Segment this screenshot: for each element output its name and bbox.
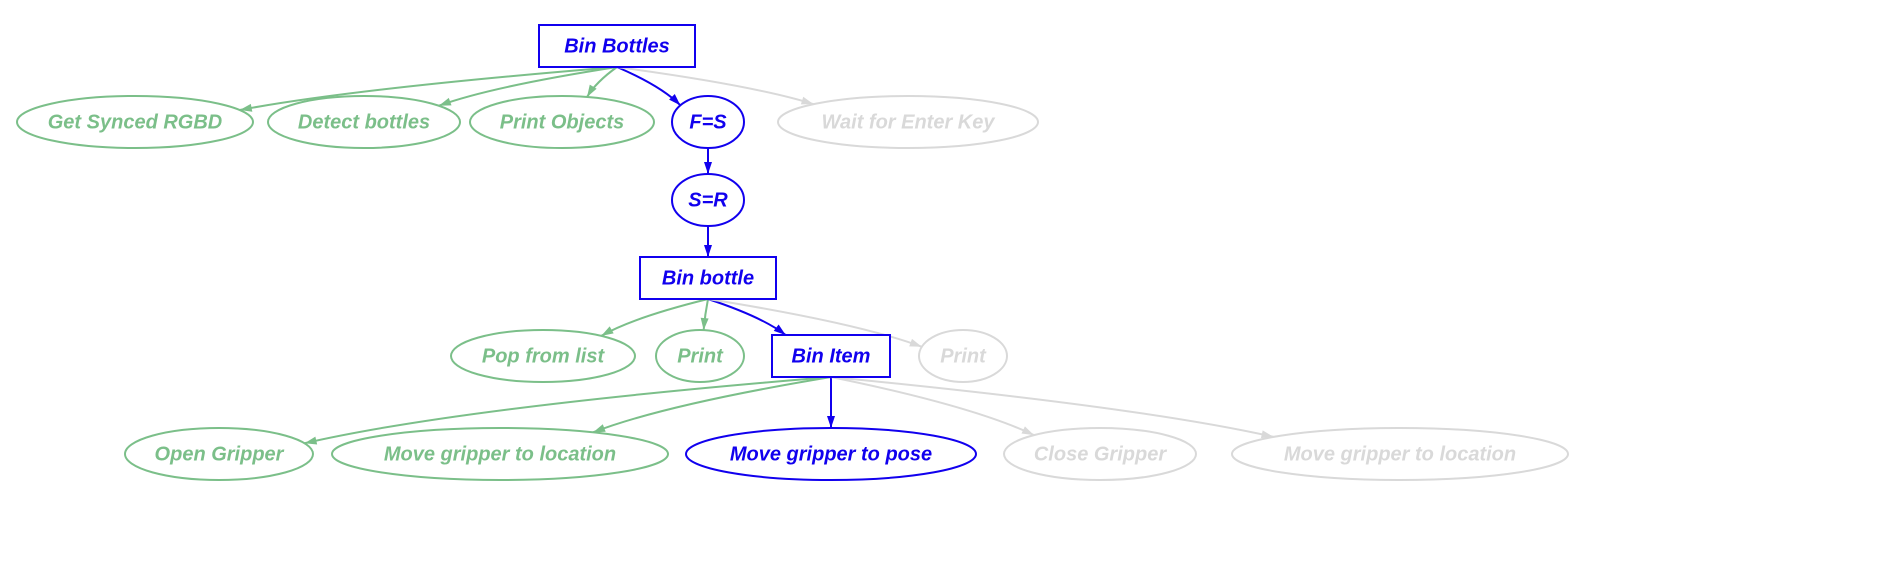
node-label-get_rgbd: Get Synced RGBD	[48, 111, 222, 133]
edge-arrow-bin_bottle-bin_item	[774, 324, 786, 335]
node-fs: F=S	[672, 96, 744, 148]
node-label-move_pose: Move gripper to pose	[730, 443, 932, 465]
node-detect: Detect bottles	[268, 96, 460, 148]
edge-bin_bottle-bin_item	[708, 299, 786, 335]
node-move_pose: Move gripper to pose	[686, 428, 976, 480]
node-label-bin_item: Bin Item	[792, 345, 871, 367]
edge-arrow-bin_bottle-print2	[909, 339, 922, 347]
edge-arrow-bin_bottle-pop_list	[601, 326, 613, 335]
node-wait_enter: Wait for Enter Key	[778, 96, 1038, 148]
edge-arrow-bin_item-close_gripper	[1021, 426, 1034, 435]
node-bin_bottles: Bin Bottles	[539, 25, 695, 67]
node-label-move_loc1: Move gripper to location	[384, 443, 616, 465]
node-label-bin_bottle: Bin bottle	[662, 267, 754, 289]
node-label-print2: Print	[940, 345, 987, 367]
node-label-print_objects: Print Objects	[500, 111, 624, 133]
node-close_gripper: Close Gripper	[1004, 428, 1196, 480]
node-label-bin_bottles: Bin Bottles	[564, 35, 670, 57]
node-label-detect: Detect bottles	[298, 111, 430, 133]
nodes-layer: Bin Bottles Get Synced RGBD Detect bottles…	[17, 25, 1568, 480]
node-label-move_loc2: Move gripper to location	[1284, 443, 1516, 465]
node-pop_list: Pop from list	[451, 330, 635, 382]
node-label-close_gripper: Close Gripper	[1034, 443, 1167, 465]
node-print1: Print	[656, 330, 744, 382]
edge-bin_item-close_gripper	[831, 377, 1034, 435]
node-open_gripper: Open Gripper	[125, 428, 313, 480]
node-sr: S=R	[672, 174, 744, 226]
edge-arrow-bin_item-move_pose	[827, 416, 835, 428]
node-print2: Print	[919, 330, 1007, 382]
edge-arrow-bin_item-move_loc1	[593, 424, 606, 432]
edge-bin_item-move_loc2	[831, 377, 1274, 437]
node-get_rgbd: Get Synced RGBD	[17, 96, 253, 148]
node-bin_bottle: Bin bottle	[640, 257, 776, 299]
edge-arrow-fs-sr	[704, 162, 712, 174]
edge-arrow-bin_bottles-detect	[439, 98, 452, 106]
node-label-pop_list: Pop from list	[482, 345, 606, 367]
edge-arrow-bin_bottles-wait_enter	[801, 97, 814, 105]
node-bin_item: Bin Item	[772, 335, 890, 377]
node-label-print1: Print	[677, 345, 724, 367]
node-label-wait_enter: Wait for Enter Key	[822, 111, 996, 133]
edge-arrow-sr-bin_bottle	[704, 245, 712, 257]
node-move_loc1: Move gripper to location	[332, 428, 668, 480]
node-print_objects: Print Objects	[470, 96, 654, 148]
edge-bin_item-move_loc1	[593, 377, 831, 432]
node-label-sr: S=R	[688, 189, 728, 211]
behavior-tree-diagram: Bin Bottles Get Synced RGBD Detect bottles…	[0, 0, 1898, 587]
node-move_loc2: Move gripper to location	[1232, 428, 1568, 480]
node-label-open_gripper: Open Gripper	[155, 443, 285, 465]
node-label-fs: F=S	[689, 111, 727, 133]
